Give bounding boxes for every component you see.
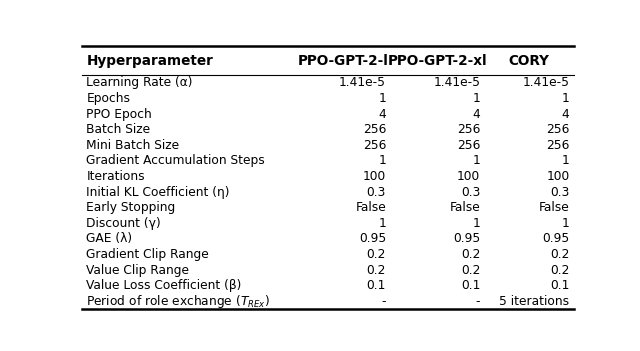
Text: 0.2: 0.2 — [550, 248, 570, 261]
Text: 0.3: 0.3 — [367, 186, 386, 199]
Text: Period of role exchange ($T_{REx}$): Period of role exchange ($T_{REx}$) — [86, 293, 271, 310]
Text: Mini Batch Size: Mini Batch Size — [86, 139, 180, 152]
Text: 256: 256 — [546, 139, 570, 152]
Text: Iterations: Iterations — [86, 170, 145, 183]
Text: 1.41e-5: 1.41e-5 — [339, 77, 386, 90]
Text: -: - — [476, 295, 480, 308]
Text: Value Clip Range: Value Clip Range — [86, 264, 189, 277]
Text: 0.2: 0.2 — [367, 264, 386, 277]
Text: 1.41e-5: 1.41e-5 — [433, 77, 480, 90]
Text: 1: 1 — [378, 92, 386, 105]
Text: 1: 1 — [378, 154, 386, 167]
Text: Value Loss Coefficient (β): Value Loss Coefficient (β) — [86, 279, 242, 292]
Text: 256: 256 — [363, 123, 386, 136]
Text: 0.3: 0.3 — [461, 186, 480, 199]
Text: 0.2: 0.2 — [461, 248, 480, 261]
Text: Discount (γ): Discount (γ) — [86, 217, 161, 230]
Text: Learning Rate (α): Learning Rate (α) — [86, 77, 193, 90]
Text: 256: 256 — [363, 139, 386, 152]
Text: 1: 1 — [562, 92, 570, 105]
Text: PPO Epoch: PPO Epoch — [86, 108, 152, 121]
Text: 0.95: 0.95 — [542, 232, 570, 245]
Text: 0.2: 0.2 — [461, 264, 480, 277]
Text: GAE (λ): GAE (λ) — [86, 232, 132, 245]
Text: 4: 4 — [378, 108, 386, 121]
Text: 100: 100 — [363, 170, 386, 183]
Text: False: False — [355, 201, 386, 214]
Text: Hyperparameter: Hyperparameter — [86, 54, 213, 68]
Text: 1: 1 — [562, 154, 570, 167]
Text: PPO-GPT-2-l: PPO-GPT-2-l — [298, 54, 388, 68]
Text: 1: 1 — [378, 217, 386, 230]
Text: 0.3: 0.3 — [550, 186, 570, 199]
Text: 0.95: 0.95 — [359, 232, 386, 245]
Text: 0.2: 0.2 — [367, 248, 386, 261]
Text: 4: 4 — [562, 108, 570, 121]
Text: 4: 4 — [472, 108, 480, 121]
Text: Epochs: Epochs — [86, 92, 131, 105]
Text: False: False — [539, 201, 570, 214]
Text: 0.1: 0.1 — [367, 279, 386, 292]
Text: 1: 1 — [472, 92, 480, 105]
Text: Early Stopping: Early Stopping — [86, 201, 176, 214]
Text: 256: 256 — [457, 139, 480, 152]
Text: 256: 256 — [546, 123, 570, 136]
Text: Initial KL Coefficient (η): Initial KL Coefficient (η) — [86, 186, 230, 199]
Text: 256: 256 — [457, 123, 480, 136]
Text: Gradient Accumulation Steps: Gradient Accumulation Steps — [86, 154, 265, 167]
Text: 0.95: 0.95 — [453, 232, 480, 245]
Text: Gradient Clip Range: Gradient Clip Range — [86, 248, 209, 261]
Text: 100: 100 — [547, 170, 570, 183]
Text: 5 iterations: 5 iterations — [499, 295, 570, 308]
Text: Batch Size: Batch Size — [86, 123, 150, 136]
Text: False: False — [449, 201, 480, 214]
Text: 100: 100 — [457, 170, 480, 183]
Text: 1: 1 — [562, 217, 570, 230]
Text: 1: 1 — [472, 217, 480, 230]
Text: 1.41e-5: 1.41e-5 — [522, 77, 570, 90]
Text: PPO-GPT-2-xl: PPO-GPT-2-xl — [387, 54, 487, 68]
Text: 0.1: 0.1 — [461, 279, 480, 292]
Text: 1: 1 — [472, 154, 480, 167]
Text: 0.1: 0.1 — [550, 279, 570, 292]
Text: CORY: CORY — [508, 54, 549, 68]
Text: 0.2: 0.2 — [550, 264, 570, 277]
Text: -: - — [381, 295, 386, 308]
